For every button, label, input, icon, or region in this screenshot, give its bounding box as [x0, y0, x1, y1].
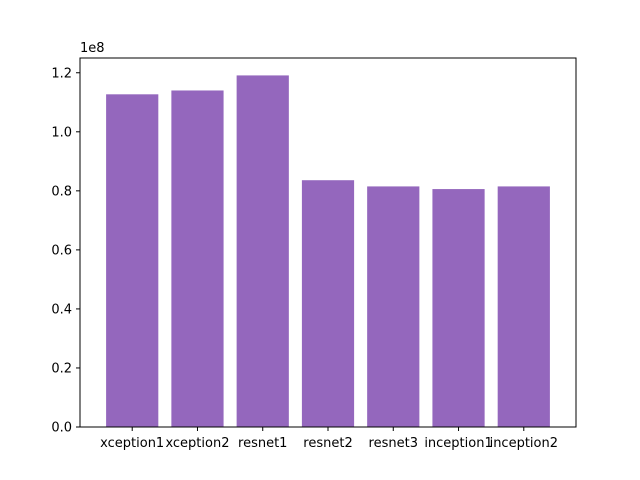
x-tick-label: xception1	[100, 436, 164, 451]
y-tick-label: 1.2	[51, 66, 72, 81]
y-tick-label: 0.0	[51, 421, 72, 436]
y-tick-label: 0.2	[51, 361, 72, 376]
x-tick-label: inception2	[490, 436, 558, 451]
bar-xception1	[106, 94, 159, 427]
x-tick-label: resnet2	[303, 436, 352, 451]
bar-inception1	[432, 189, 485, 427]
y-tick-label: 0.8	[51, 184, 72, 199]
bar-resnet3	[367, 186, 420, 427]
y-axis: 0.0 0.2 0.4 0.6 0.8 1.0 1.2	[51, 66, 80, 436]
bar-resnet1	[236, 75, 289, 427]
y-tick-label: 0.4	[51, 302, 72, 317]
y-tick-label: 1.0	[51, 125, 72, 140]
bar-resnet2	[301, 180, 355, 427]
x-tick-label: resnet3	[369, 436, 418, 451]
y-axis-offset-label: 1e8	[80, 41, 105, 56]
plot-frame	[79, 57, 577, 428]
bar-inception2	[497, 186, 550, 427]
x-tick-label: xception2	[165, 436, 229, 451]
x-tick-label: resnet1	[238, 436, 287, 451]
x-axis: xception1 xception2 resnet1 resnet2 resnet3 i…	[100, 427, 558, 451]
y-tick-label: 0.6	[51, 243, 72, 258]
bars-group	[106, 75, 550, 428]
x-tick-label: inception1	[424, 436, 492, 451]
bar-xception2	[171, 90, 224, 428]
